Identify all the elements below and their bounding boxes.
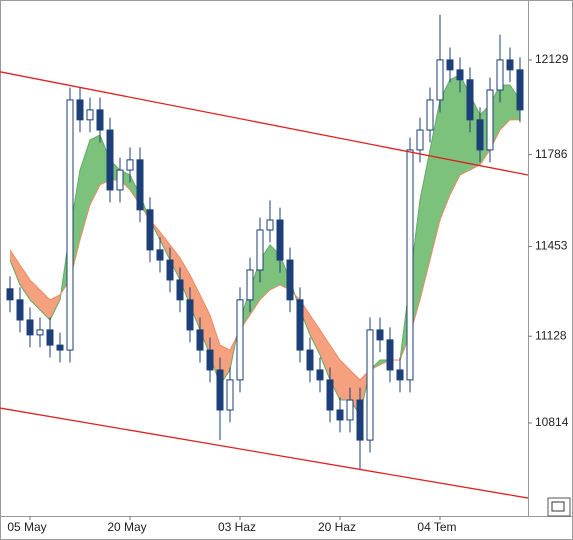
candle-body xyxy=(196,329,204,351)
candle-body xyxy=(136,159,144,211)
candle-body xyxy=(276,219,284,261)
candle-body xyxy=(356,399,364,441)
band-fill xyxy=(340,360,350,401)
band-fill xyxy=(200,294,210,356)
candle-body xyxy=(16,299,24,321)
candle-body xyxy=(316,369,324,381)
candle-body xyxy=(456,69,464,81)
candle-body xyxy=(216,369,224,411)
band-fill xyxy=(90,135,100,205)
channel-line xyxy=(0,407,529,499)
candle-body xyxy=(106,129,114,191)
candle-body xyxy=(36,329,44,336)
candle-body xyxy=(416,129,424,151)
candle-body xyxy=(26,319,34,336)
candle-body xyxy=(306,349,314,371)
band-fill xyxy=(310,315,320,356)
band-fill xyxy=(190,274,200,330)
band-line xyxy=(9,119,520,381)
candle-body xyxy=(66,99,74,351)
candle-body xyxy=(376,329,384,341)
candle-body xyxy=(56,344,64,351)
candle-body xyxy=(86,109,94,121)
candle-body xyxy=(96,109,104,131)
y-tick-label: 11128 xyxy=(535,328,567,342)
band-fill xyxy=(510,85,520,120)
candle-body xyxy=(426,99,434,131)
candle-body xyxy=(326,379,334,411)
candle-body xyxy=(126,159,134,171)
y-tick-label: 10814 xyxy=(535,415,569,429)
candle-body xyxy=(256,229,264,271)
candle-body xyxy=(386,339,394,371)
candle-body xyxy=(366,329,374,441)
band-fill xyxy=(50,294,60,320)
candle-body xyxy=(466,79,474,121)
y-tick-label: 12129 xyxy=(535,52,569,66)
band-fill xyxy=(320,329,330,380)
candle-body xyxy=(156,249,164,261)
x-tick-label: 05 May xyxy=(7,520,46,534)
x-tick-label: 04 Tem xyxy=(417,520,456,534)
candle-body xyxy=(236,299,244,381)
band-fill xyxy=(160,231,170,261)
candle-body xyxy=(396,369,404,381)
candle-body xyxy=(346,399,354,421)
candle-body xyxy=(206,349,214,371)
axis-panel xyxy=(529,1,572,516)
candle-body xyxy=(186,299,194,331)
candle-body xyxy=(226,379,234,411)
band-fill xyxy=(10,249,20,285)
candle-body xyxy=(496,59,504,91)
band-fill xyxy=(80,139,90,240)
candle-body xyxy=(176,279,184,301)
band-fill xyxy=(430,99,440,261)
candle-body xyxy=(506,59,514,71)
band-fill xyxy=(20,265,30,300)
band-line xyxy=(9,74,521,417)
icon-box[interactable] xyxy=(547,497,571,517)
candle-body xyxy=(6,288,14,301)
candle-body xyxy=(406,149,414,381)
candle-body xyxy=(516,69,524,111)
candle-body xyxy=(296,299,304,351)
band-fill xyxy=(330,345,340,401)
candle-body xyxy=(336,409,344,421)
candle-body xyxy=(116,169,124,191)
x-tick-label: 20 Haz xyxy=(318,520,356,534)
band-fill xyxy=(170,244,180,280)
candle-body xyxy=(76,99,84,121)
y-tick-label: 11453 xyxy=(535,239,568,253)
candle-body xyxy=(476,119,484,151)
band-fill xyxy=(500,85,510,131)
settings-icon[interactable] xyxy=(547,497,571,517)
candle-body xyxy=(146,209,154,251)
candle-body xyxy=(46,329,54,346)
y-tick-label: 11786 xyxy=(535,147,568,161)
candle-body xyxy=(446,59,454,71)
candle-body xyxy=(166,259,174,281)
candle-body xyxy=(266,219,274,231)
candle-body xyxy=(246,269,254,301)
candle-body xyxy=(486,89,494,151)
band-fill xyxy=(450,74,460,195)
x-tick-label: 20 May xyxy=(107,520,146,534)
x-tick-label: 03 Haz xyxy=(218,520,256,534)
channel-line xyxy=(0,71,529,176)
band-fill xyxy=(210,315,220,385)
band-fill xyxy=(440,79,450,221)
icon-glyph[interactable] xyxy=(551,501,565,512)
candle-body xyxy=(436,59,444,101)
band-fill xyxy=(180,257,190,306)
band-fill xyxy=(250,260,260,316)
candle-body xyxy=(286,259,294,301)
